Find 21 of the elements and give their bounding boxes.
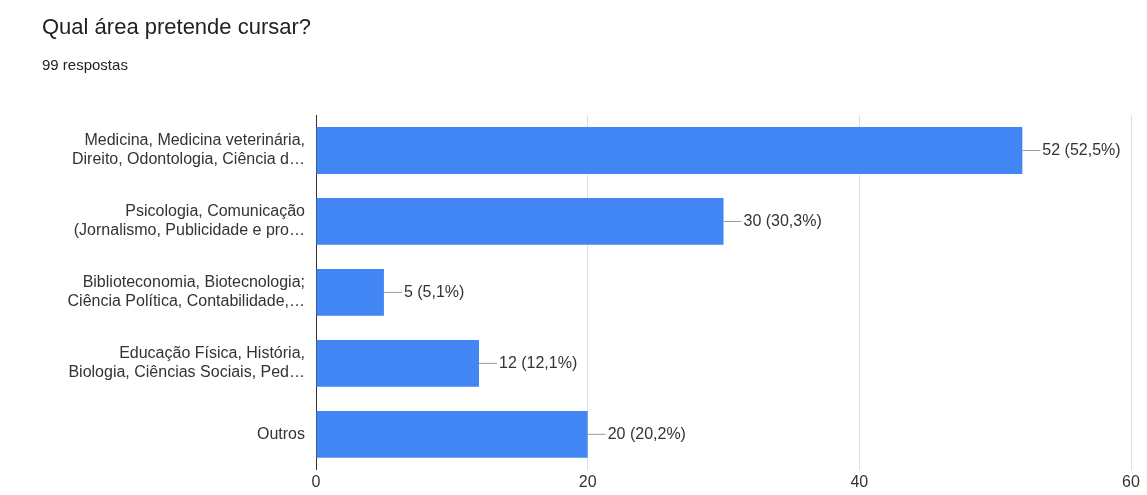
y-tick-label: Psicologia, Comunicação (Jornalismo, Publicidade e pro…	[73, 202, 306, 239]
bar	[316, 268, 384, 316]
x-tick-label: 60	[1122, 472, 1140, 490]
bar	[316, 410, 588, 458]
bar	[316, 127, 1023, 174]
y-tick-label: Biblioteconomia, Biotecnologia; Ciência Política, Contabilidade,…	[67, 273, 305, 310]
data-label: 52 (52,5%)	[1042, 140, 1121, 158]
x-tick-label: 0	[311, 472, 321, 490]
bar	[316, 198, 724, 245]
x-tick-label: 20	[578, 472, 597, 490]
y-tick-label: Educação Física, História, Biologia, Ciências Sociais, Ped…	[68, 344, 305, 381]
bar	[316, 339, 479, 387]
chart-title: Qual área pretende cursar?	[42, 14, 312, 40]
data-label: 20 (20,2%)	[607, 424, 686, 442]
data-label: 12 (12,1%)	[499, 353, 578, 371]
data-label: 30 (30,3%)	[743, 211, 822, 229]
data-label: 5 (5,1%)	[403, 282, 465, 300]
y-tick-label: Outros	[256, 424, 305, 442]
x-tick-label: 40	[850, 472, 869, 490]
text: 99 respostas	[42, 56, 128, 73]
y-tick-label: Medicina, Medicina veterinária, Direito, Odontologia, Ciência d…	[71, 131, 305, 168]
